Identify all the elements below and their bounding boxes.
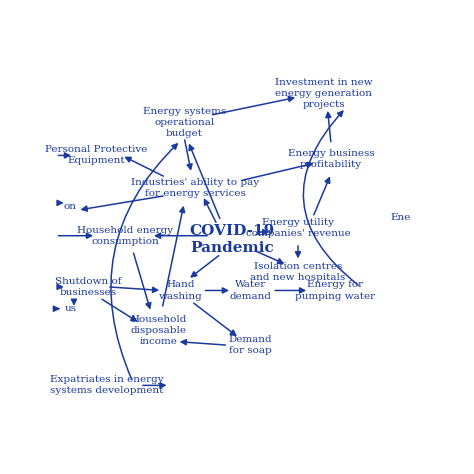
Text: on: on [64,202,77,211]
Text: Personal Protective
Equipment: Personal Protective Equipment [45,146,147,165]
Text: Ene: Ene [391,213,411,222]
Text: Industries' ability to pay
for energy services: Industries' ability to pay for energy se… [131,178,259,198]
Text: Isolation centres
and new hospitals: Isolation centres and new hospitals [250,262,346,283]
Text: us: us [64,304,76,313]
Text: Investment in new
energy generation
projects: Investment in new energy generation proj… [275,78,373,109]
Text: COVID-19
Pandemic: COVID-19 Pandemic [189,224,274,255]
Text: Water
demand: Water demand [229,281,271,301]
Text: Household
disposable
income: Household disposable income [130,315,187,346]
Text: Energy for
pumping water: Energy for pumping water [295,281,375,301]
Text: Energy systems
operational
budget: Energy systems operational budget [143,107,226,138]
Text: Household energy
consumption: Household energy consumption [77,226,173,246]
Text: Expatriates in energy
systems development: Expatriates in energy systems developmen… [50,375,164,395]
Text: Energy utility
companies' revenue: Energy utility companies' revenue [246,219,350,238]
Text: Energy business
profitability: Energy business profitability [288,149,374,169]
Text: Shutdown of
businesses: Shutdown of businesses [55,277,122,297]
Text: Demand
for soap: Demand for soap [228,335,272,356]
Text: Hand
washing: Hand washing [159,281,202,301]
